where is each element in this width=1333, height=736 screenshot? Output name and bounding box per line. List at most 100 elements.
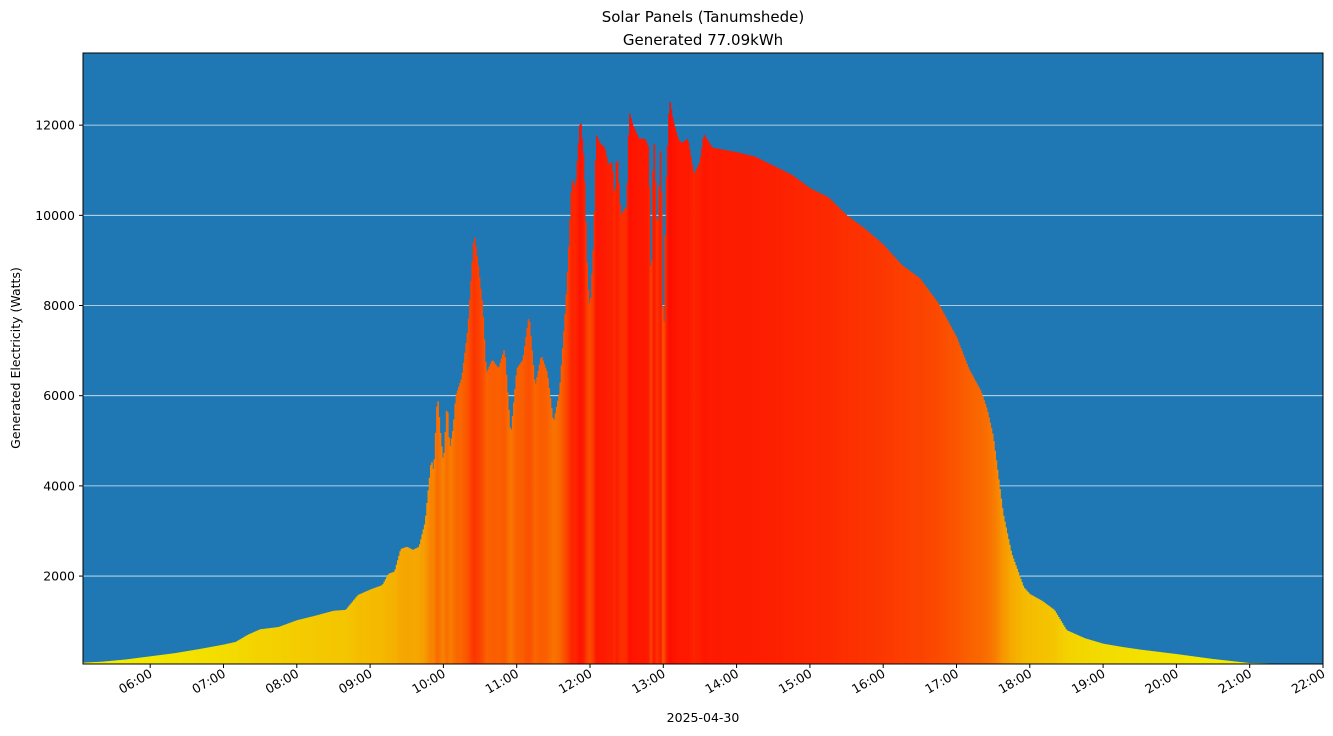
bar <box>1011 555 1014 664</box>
bar <box>936 302 939 664</box>
bar <box>344 609 347 664</box>
bar <box>615 162 618 664</box>
bar <box>101 661 103 664</box>
bar <box>469 299 471 664</box>
bar <box>1153 651 1155 664</box>
bar <box>373 588 376 664</box>
x-tick-label: 16:00 <box>849 666 888 697</box>
bar <box>731 151 734 664</box>
bar <box>1067 630 1070 664</box>
bar <box>827 196 829 665</box>
bar <box>646 143 648 664</box>
bar <box>553 419 555 664</box>
bar <box>480 288 482 664</box>
bar <box>847 216 850 664</box>
bar <box>311 616 314 664</box>
bar <box>654 181 657 664</box>
bar <box>1060 621 1062 664</box>
bar <box>770 164 773 664</box>
bar <box>1037 598 1039 664</box>
bar <box>185 651 188 664</box>
bar <box>174 653 177 664</box>
bar <box>730 151 733 664</box>
bar <box>173 653 176 664</box>
bar <box>1148 650 1150 664</box>
bar <box>492 360 494 664</box>
x-axis: 06:00 07:00 08:00 09:00 10:00 11:00 12:00 13:00… <box>116 664 1328 697</box>
bar <box>144 657 146 664</box>
bar <box>357 594 360 664</box>
x-tick-label: 18:00 <box>996 666 1035 697</box>
bar <box>734 151 736 665</box>
bar <box>268 628 271 664</box>
bar <box>249 633 251 664</box>
bar <box>194 649 196 664</box>
bar <box>636 134 639 664</box>
bar <box>954 333 956 664</box>
bar <box>695 170 697 664</box>
bar <box>1007 539 1010 664</box>
bar <box>889 252 891 664</box>
bar <box>455 393 458 664</box>
bar <box>1128 648 1131 664</box>
bar <box>878 240 880 664</box>
bar <box>323 613 326 664</box>
bar <box>807 186 810 665</box>
bar <box>761 160 763 664</box>
bar <box>398 555 400 664</box>
bar <box>724 150 726 664</box>
bar <box>342 610 344 664</box>
bar <box>945 317 948 664</box>
bar <box>866 230 868 664</box>
bar <box>247 634 250 664</box>
bar <box>1176 654 1179 664</box>
x-tick-label: 22:00 <box>1289 666 1328 697</box>
bar <box>167 654 169 664</box>
bar <box>756 157 758 665</box>
bar <box>1053 609 1055 664</box>
bar <box>113 660 116 664</box>
bar <box>108 661 111 664</box>
bar <box>633 129 636 664</box>
bar <box>1181 654 1183 664</box>
bar <box>1006 533 1009 664</box>
bar <box>537 370 540 664</box>
bar <box>385 577 388 664</box>
bar <box>230 642 233 664</box>
bar <box>1184 655 1187 664</box>
bar <box>1189 655 1192 664</box>
bar <box>195 649 198 664</box>
bar <box>923 284 926 664</box>
bar <box>908 270 911 664</box>
bar <box>1023 588 1026 664</box>
bar <box>139 657 141 664</box>
bar <box>1050 607 1053 664</box>
bar <box>1188 655 1191 664</box>
y-tick-label: 4000 <box>43 478 75 493</box>
bar <box>315 615 317 664</box>
bar <box>98 661 101 664</box>
bar <box>765 162 768 665</box>
bar <box>877 239 879 664</box>
bar <box>1092 640 1094 664</box>
bar <box>712 147 714 664</box>
bar <box>560 365 563 664</box>
bar <box>1103 643 1105 664</box>
bar <box>363 592 366 664</box>
bar <box>543 364 546 664</box>
bar <box>205 647 207 664</box>
bar <box>552 417 554 664</box>
bar <box>1161 652 1164 664</box>
bar <box>743 154 746 664</box>
bar <box>554 413 557 664</box>
bar <box>331 611 333 664</box>
bar <box>449 446 452 664</box>
bar <box>1061 623 1064 664</box>
bar <box>1136 649 1138 664</box>
bar <box>857 223 860 664</box>
bar <box>863 228 866 664</box>
bar <box>811 189 813 664</box>
bar <box>776 167 779 664</box>
bar <box>532 365 535 664</box>
bar <box>769 164 772 665</box>
